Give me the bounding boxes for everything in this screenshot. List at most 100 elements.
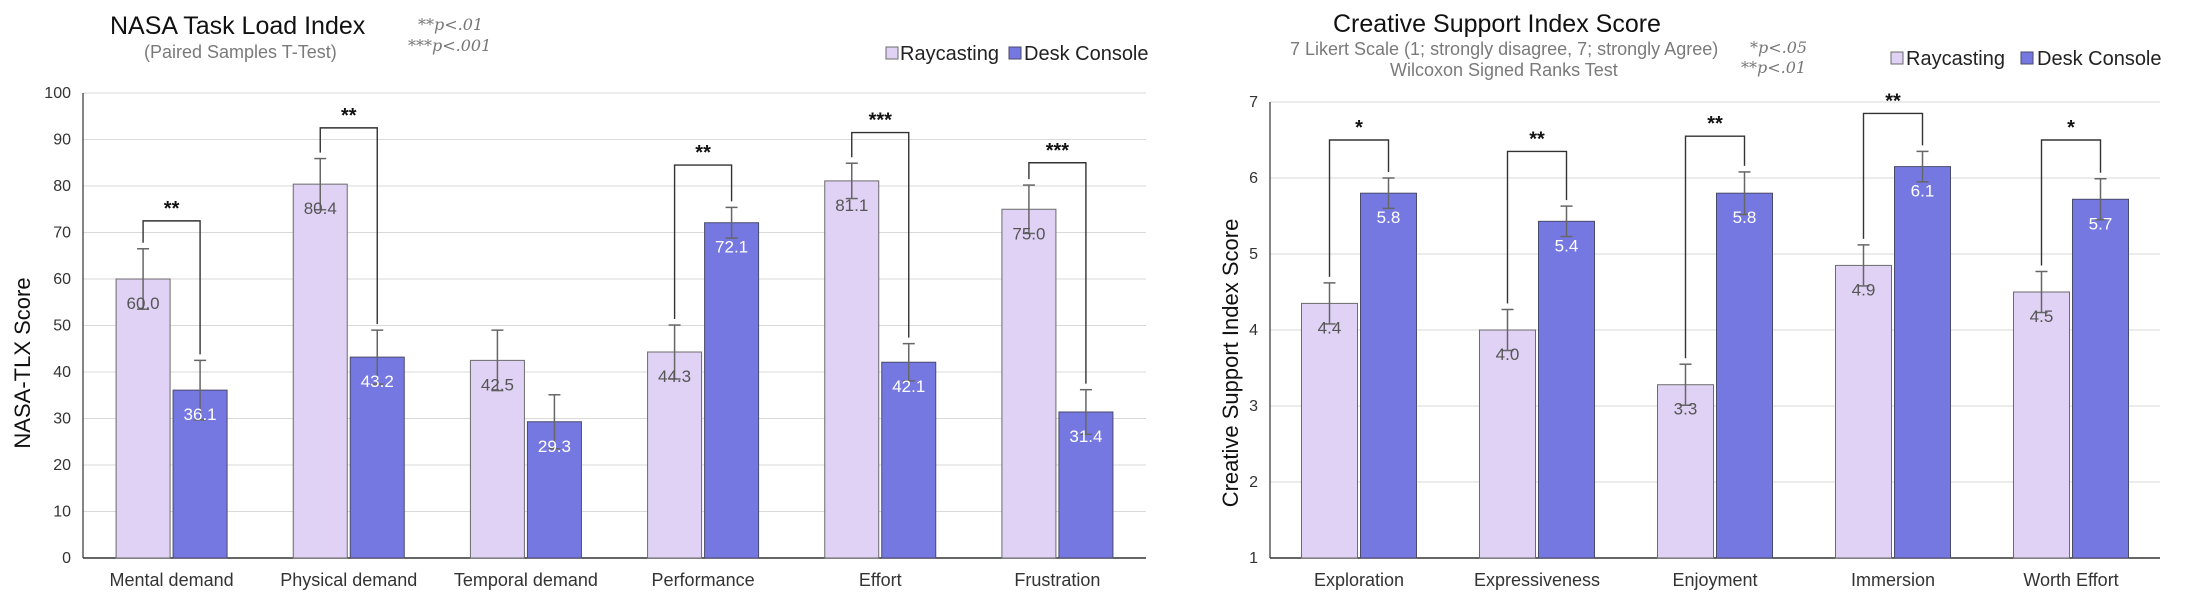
bar-raycasting <box>469 359 525 559</box>
bar-raycasting <box>1001 208 1057 559</box>
bar-desk-console <box>349 356 405 559</box>
y-tick-label: 1 <box>1249 550 1258 567</box>
chart-title: Creative Support Index Score <box>1333 10 1661 38</box>
y-tick-label: 3 <box>1249 398 1258 415</box>
bar-desk-console <box>1538 220 1595 559</box>
data-label: 4.9 <box>1852 280 1876 299</box>
significance-marker: ** <box>341 105 357 127</box>
data-label: 4.5 <box>2030 307 2054 326</box>
data-label: 75.0 <box>1012 224 1045 243</box>
significance-bracket <box>1506 150 1568 304</box>
x-tick-label: Temporal demand <box>454 570 598 590</box>
bar-raycasting <box>1835 264 1892 559</box>
data-label: 81.1 <box>835 196 868 215</box>
chart-subtitle: (Paired Samples T-Test) <box>144 42 337 62</box>
significance-bracket <box>1684 135 1746 359</box>
grid: 0 10 20 30 40 50 60 70 80 90 100 Mental demand Physi… <box>44 85 1146 590</box>
significance-bracket <box>142 220 201 355</box>
significance-marker: ** <box>164 198 180 220</box>
bar-desk-console <box>1058 411 1114 559</box>
legend: Raycasting Desk Console <box>885 43 1149 65</box>
y-tick-label: 90 <box>53 132 71 149</box>
y-tick-label: 2 <box>1249 474 1258 491</box>
x-tick-label: Effort <box>859 570 902 590</box>
data-label: 5.8 <box>1733 208 1757 227</box>
significance-marker: ** <box>695 142 711 164</box>
y-tick-label: 70 <box>53 225 71 242</box>
significance-note: **p<.01 <box>1741 58 1806 77</box>
legend-swatch-raycasting <box>885 46 899 60</box>
significance-note: **p<.01 <box>418 15 483 34</box>
legend-swatch-raycasting <box>1890 51 1904 65</box>
data-label: 5.7 <box>2089 214 2113 233</box>
significance-bracket <box>1862 112 1924 239</box>
data-label: 4.4 <box>1318 318 1342 337</box>
data-label: 29.3 <box>538 437 571 456</box>
legend-swatch-desk-console <box>2020 51 2034 65</box>
bar-raycasting <box>2013 291 2070 559</box>
data-label: 5.8 <box>1377 208 1401 227</box>
bar-raycasting <box>115 278 171 559</box>
y-axis-label: Creative Support Index Score <box>1218 219 1243 508</box>
x-tick-label: Enjoyment <box>1672 570 1757 590</box>
bar-raycasting <box>1301 302 1358 559</box>
data-label: 36.1 <box>184 405 217 424</box>
chart-subtitle: 7 Likert Scale (1; strongly disagree, 7;… <box>1290 39 1718 59</box>
data-label: 42.1 <box>892 377 925 396</box>
significance-note: ***p<.001 <box>408 36 491 55</box>
y-tick-label: 60 <box>53 271 71 288</box>
data-label: 6.1 <box>1911 182 1935 201</box>
data-label: 44.3 <box>658 367 691 386</box>
x-tick-label: Immersion <box>1851 570 1935 590</box>
data-label: 60.0 <box>127 294 160 313</box>
x-tick-label: Mental demand <box>110 570 234 590</box>
y-axis-label: NASA-TLX Score <box>10 277 35 448</box>
significance-bracket <box>1028 162 1087 384</box>
annotations: 4.4 5.8 * 4.0 5.4 ** 3.3 5.8 ** 4.9 6.1 ** 4.5 5.7 * <box>1318 90 2113 418</box>
data-label: 3.3 <box>1674 400 1698 419</box>
bar-desk-console <box>704 222 760 559</box>
significance-note: *p<.05 <box>1750 38 1807 57</box>
significance-marker: * <box>1355 117 1363 139</box>
x-tick-label: Physical demand <box>280 570 417 590</box>
y-tick-label: 80 <box>53 178 71 195</box>
legend-label: Desk Console <box>2037 48 2162 70</box>
y-tick-label: 20 <box>53 457 71 474</box>
y-tick-label: 40 <box>53 364 71 381</box>
x-tick-label: Worth Effort <box>2023 570 2118 590</box>
data-label: 42.5 <box>481 375 514 394</box>
grid: 1 2 3 4 5 6 7 Exploration Expressiveness Enjoymen… <box>1249 94 2160 590</box>
significance-bracket <box>851 131 910 338</box>
x-tick-label: Performance <box>652 570 755 590</box>
data-label: 5.4 <box>1555 236 1579 255</box>
significance-marker: * <box>2067 117 2075 139</box>
x-tick-label: Frustration <box>1014 570 1100 590</box>
significance-marker: ** <box>1707 113 1723 135</box>
data-label: 4.0 <box>1496 345 1520 364</box>
significance-bracket <box>2040 139 2102 266</box>
bars <box>115 180 1114 559</box>
x-tick-label: Exploration <box>1314 570 1404 590</box>
data-label: 80.4 <box>304 199 337 218</box>
legend-label: Desk Console <box>1024 43 1149 65</box>
y-tick-label: 30 <box>53 411 71 428</box>
legend-swatch-desk-console <box>1008 46 1022 60</box>
y-tick-label: 10 <box>53 504 71 521</box>
data-label: 31.4 <box>1069 427 1102 446</box>
bar-desk-console <box>2072 198 2129 559</box>
bars <box>1301 166 2129 559</box>
bar-desk-console <box>1894 166 1951 559</box>
x-tick-label: Expressiveness <box>1474 570 1600 590</box>
data-label: 72.1 <box>715 238 748 257</box>
annotations: 60.0 36.1 ** 80.4 43.2 ** 42.5 29.3 44.3 72.1 ** 81… <box>127 105 1103 456</box>
bar-raycasting <box>292 183 348 559</box>
y-tick-label: 100 <box>44 85 71 102</box>
y-tick-label: 4 <box>1249 322 1258 339</box>
y-tick-label: 6 <box>1249 170 1258 187</box>
chart-subtitle-test: Wilcoxon Signed Ranks Test <box>1390 60 1618 80</box>
bar-desk-console <box>881 361 937 559</box>
bar-raycasting <box>1657 384 1714 559</box>
significance-marker: ** <box>1885 90 1901 112</box>
bar-raycasting <box>1479 329 1536 559</box>
